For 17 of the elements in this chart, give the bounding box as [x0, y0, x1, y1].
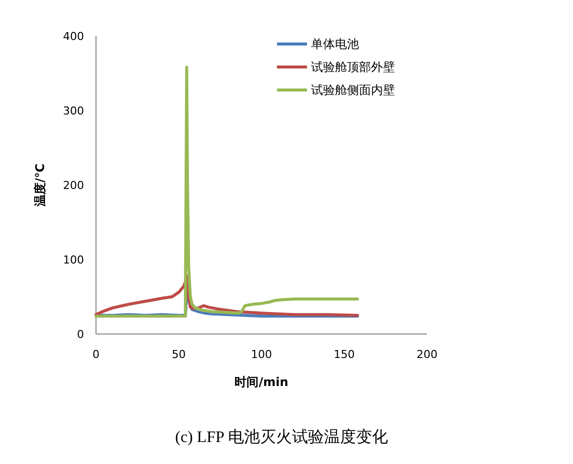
text: (c) LFP 电池灭火试验温度变化 [175, 428, 388, 446]
y-axis-title: 温度/℃ [33, 164, 47, 208]
y-tick-label: 300 [63, 104, 84, 118]
x-tick-label: 150 [334, 348, 355, 361]
x-axis-title: 时间/min [234, 375, 288, 389]
x-tick-label: 200 [416, 348, 438, 361]
x-tick-label: 0 [92, 348, 100, 361]
y-tick-label: 100 [63, 253, 84, 266]
y-tick-label: 0 [77, 328, 84, 341]
x-tick-label: 50 [172, 348, 186, 361]
x-tick-label: 100 [251, 348, 272, 361]
y-tick-label: 400 [63, 30, 84, 43]
legend-label: 试验舱顶部外壁 [311, 60, 395, 74]
y-tick-label: 200 [63, 178, 84, 192]
line-series [94, 274, 359, 317]
legend-label: 单体电池 [311, 37, 359, 52]
legend-label: 试验舱侧面内壁 [311, 83, 395, 98]
